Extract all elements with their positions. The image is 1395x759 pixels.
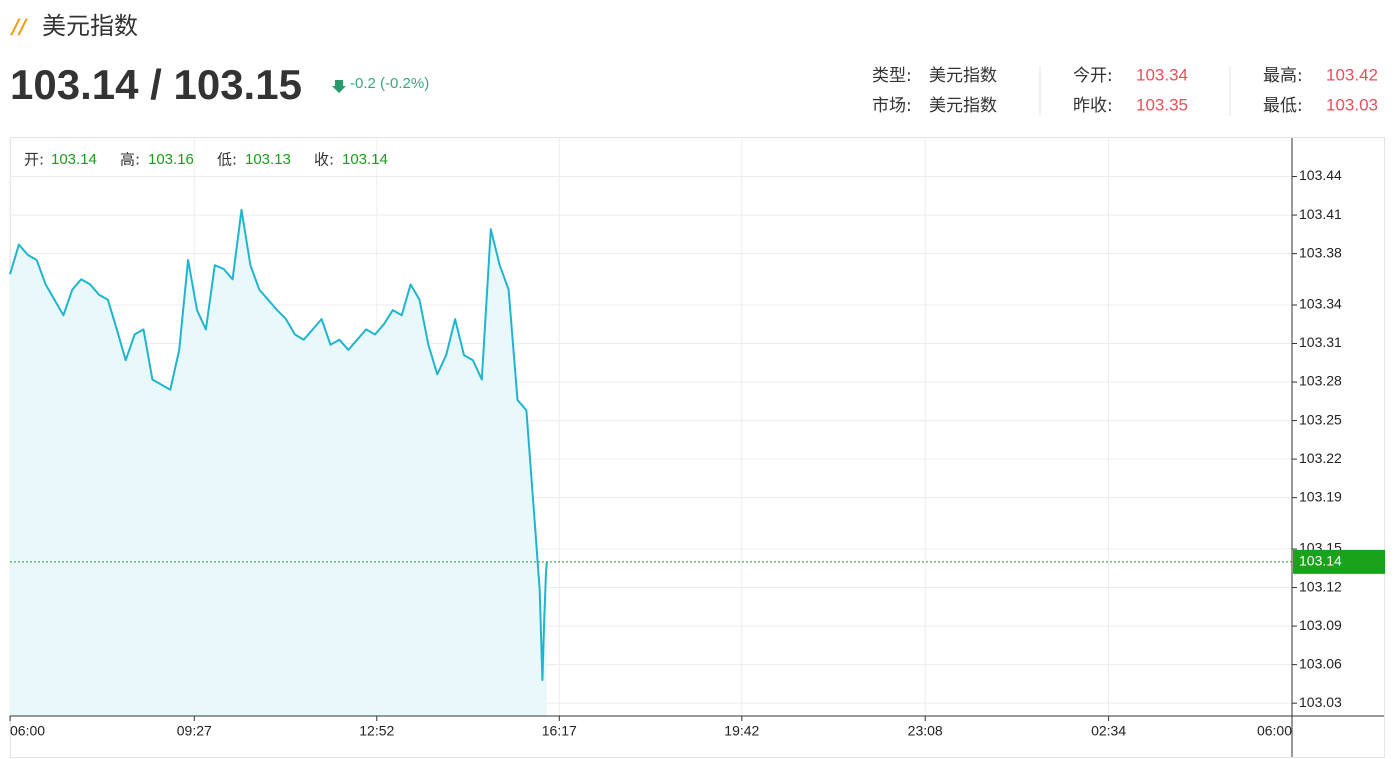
info-value: 103.34 (1136, 65, 1188, 84)
ohlc-label: 低: (217, 151, 237, 169)
y-tick-label: 103.34 (1299, 296, 1342, 312)
page-title: 美元指数 (42, 12, 138, 40)
y-tick-label: 103.38 (1299, 244, 1342, 260)
line (9, 208, 548, 681)
info-value: 103.35 (1136, 95, 1188, 114)
info-label: 昨收: (1073, 96, 1113, 116)
ohlc-value: 103.13 (245, 151, 291, 168)
info-label: 今开: (1073, 66, 1113, 86)
y-tick-label: 103.03 (1299, 694, 1342, 710)
last-price-box (1293, 549, 1385, 574)
bid: 103.14 (10, 61, 139, 108)
y-tick-label: 103.31 (1299, 334, 1342, 350)
ask: 103.15 (173, 61, 301, 108)
change: -0.2 (-0.2%) (350, 75, 429, 92)
x-tick-label: 23:08 (908, 723, 943, 739)
info-value: 美元指数 (929, 66, 997, 86)
down-arrow (332, 80, 346, 93)
x-tick-label: 19:42 (724, 723, 759, 739)
plot: 103.03103.06103.09103.12103.15103.19103.… (9, 138, 1385, 757)
info-label: 类型: (872, 66, 912, 86)
y-tick-label: 103.25 (1299, 411, 1342, 427)
ohlc-label: 高: (120, 151, 140, 169)
x-tick-label: 12:52 (359, 723, 394, 739)
ohlc-bar: 开: 103.14 高: 103.16 低: 103.13 收: 103.14 (24, 151, 388, 169)
last-price-label: 103.14 (1299, 553, 1342, 569)
y-tick-label: 103.19 (1299, 488, 1342, 504)
separator: / (150, 61, 162, 108)
x-tick-label: 09:27 (177, 723, 212, 739)
x-tick-label: 16:17 (542, 723, 577, 739)
ohlc-value: 103.14 (342, 151, 388, 168)
info-label: 最高: (1263, 66, 1303, 86)
info-value: 103.42 (1326, 65, 1378, 84)
info-label: 市场: (872, 96, 912, 116)
y-tick-label: 103.44 (1299, 167, 1342, 183)
ohlc-value: 103.14 (51, 151, 97, 168)
info-value: 美元指数 (929, 96, 997, 116)
x-tick-label: 06:00 (1257, 723, 1292, 739)
y-tick-label: 103.09 (1299, 617, 1342, 633)
y-tick-label: 103.22 (1299, 450, 1342, 466)
ohlc-label: 开: (24, 151, 44, 169)
info-value: 103.03 (1326, 95, 1378, 114)
price: 103.14 / 103.15 (10, 61, 302, 108)
x-tick-label: 06:00 (10, 723, 45, 739)
ohlc-value: 103.16 (148, 151, 194, 168)
y-tick-label: 103.06 (1299, 655, 1342, 671)
ohlc-label: 收: (314, 151, 334, 169)
y-tick-label: 103.41 (1299, 206, 1342, 222)
info-label: 最低: (1263, 96, 1303, 116)
y-tick-label: 103.12 (1299, 578, 1342, 594)
logo-mark: // (10, 15, 28, 39)
x-tick-label: 02:34 (1091, 723, 1126, 739)
y-tick-label: 103.28 (1299, 373, 1342, 389)
